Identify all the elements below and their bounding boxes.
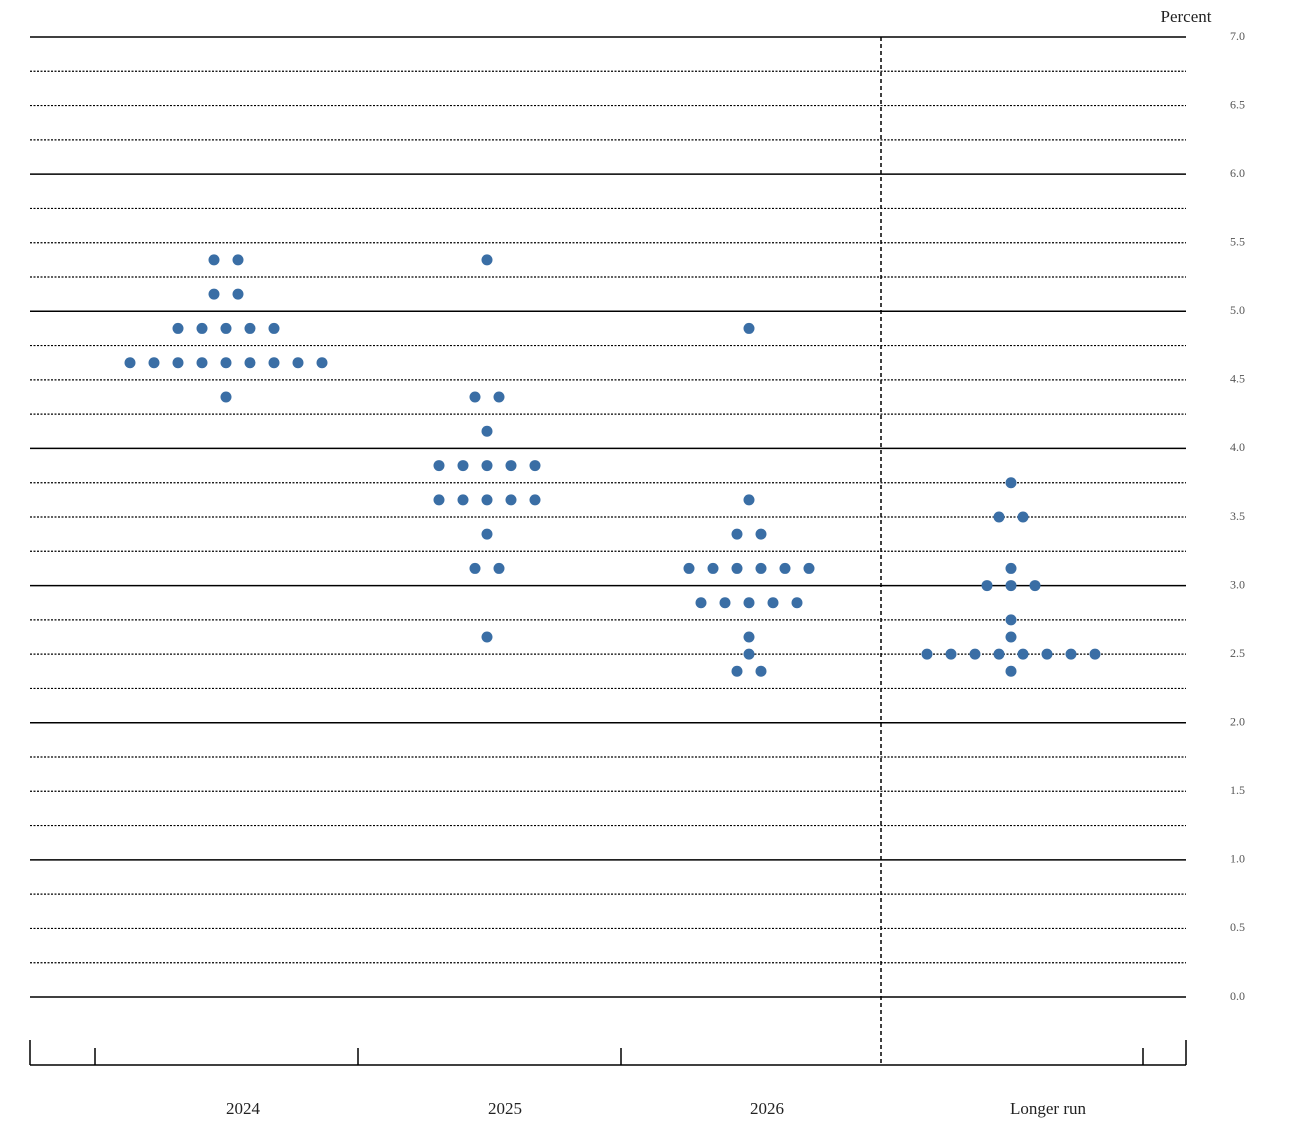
dot: [743, 648, 755, 660]
dot: [791, 597, 803, 609]
dot: [719, 597, 731, 609]
dot: [695, 597, 707, 609]
dot: [433, 460, 445, 472]
dot: [743, 494, 755, 506]
dot: [969, 648, 981, 660]
y-axis-label: Percent: [1161, 7, 1212, 26]
x-tick-label: 2024: [226, 1099, 261, 1118]
dot: [731, 562, 743, 574]
dot: [743, 322, 755, 334]
y-tick-label: 5.0: [1230, 303, 1245, 317]
dot: [1005, 562, 1017, 574]
y-tick-label: 4.5: [1230, 372, 1245, 386]
dot: [481, 254, 493, 266]
dot: [1005, 665, 1017, 677]
dot: [767, 597, 779, 609]
dot: [481, 631, 493, 643]
y-tick-label: 5.5: [1230, 234, 1245, 248]
x-tick-label: 2026: [750, 1099, 784, 1118]
x-tick-label: 2025: [488, 1099, 522, 1118]
dot: [683, 562, 695, 574]
dot: [208, 254, 220, 266]
dot: [493, 391, 505, 403]
dot: [172, 357, 184, 369]
dot: [232, 254, 244, 266]
dot: [220, 391, 232, 403]
dot: [493, 562, 505, 574]
dot: [481, 460, 493, 472]
dot: [196, 357, 208, 369]
dot: [993, 511, 1005, 523]
dot: [481, 494, 493, 506]
dot: [981, 580, 993, 592]
dot: [1089, 648, 1101, 660]
dot: [505, 494, 517, 506]
dot: [755, 665, 767, 677]
dot: [921, 648, 933, 660]
y-tick-label: 1.0: [1230, 852, 1245, 866]
y-tick-label: 1.5: [1230, 783, 1245, 797]
dot: [433, 494, 445, 506]
y-tick-label: 6.5: [1230, 97, 1245, 111]
x-tick-label: Longer run: [1010, 1099, 1087, 1118]
dot: [457, 460, 469, 472]
dot: [731, 528, 743, 540]
dot: [244, 357, 256, 369]
dot: [316, 357, 328, 369]
y-tick-label: 2.5: [1230, 646, 1245, 660]
dot: [1005, 477, 1017, 489]
y-tick-label: 2.0: [1230, 714, 1245, 728]
dot: [707, 562, 719, 574]
dot: [529, 460, 541, 472]
dot: [1065, 648, 1077, 660]
dot: [993, 648, 1005, 660]
dot: [220, 357, 232, 369]
dot: [457, 494, 469, 506]
y-tick-label: 7.0: [1230, 29, 1245, 43]
x-axis-ticks: [29, 1040, 1187, 1065]
y-tick-label: 6.0: [1230, 166, 1245, 180]
dot: [244, 322, 256, 334]
dot: [1005, 614, 1017, 626]
dot: [779, 562, 791, 574]
dot: [124, 357, 136, 369]
y-tick-label: 4.0: [1230, 440, 1245, 454]
dot: [232, 288, 244, 300]
dot: [292, 357, 304, 369]
dot: [196, 322, 208, 334]
y-tick-label: 3.0: [1230, 577, 1245, 591]
dot: [1029, 580, 1041, 592]
dot: [803, 562, 815, 574]
dot: [743, 631, 755, 643]
dot: [481, 425, 493, 437]
dot: [1005, 631, 1017, 643]
dot: [268, 357, 280, 369]
dot: [1017, 511, 1029, 523]
dot: [148, 357, 160, 369]
dot: [481, 528, 493, 540]
dot: [1005, 580, 1017, 592]
y-tick-label: 0.0: [1230, 989, 1245, 1003]
dot: [731, 665, 743, 677]
dot: [755, 562, 767, 574]
dot: [755, 528, 767, 540]
dot: [1017, 648, 1029, 660]
dot: [208, 288, 220, 300]
dot: [945, 648, 957, 660]
dot: [469, 562, 481, 574]
dot: [743, 597, 755, 609]
y-tick-label: 0.5: [1230, 920, 1245, 934]
y-tick-label: 3.5: [1230, 509, 1245, 523]
dot: [469, 391, 481, 403]
dot: [1041, 648, 1053, 660]
dot: [529, 494, 541, 506]
dot: [505, 460, 517, 472]
dot: [220, 322, 232, 334]
dot: [172, 322, 184, 334]
dot: [268, 322, 280, 334]
